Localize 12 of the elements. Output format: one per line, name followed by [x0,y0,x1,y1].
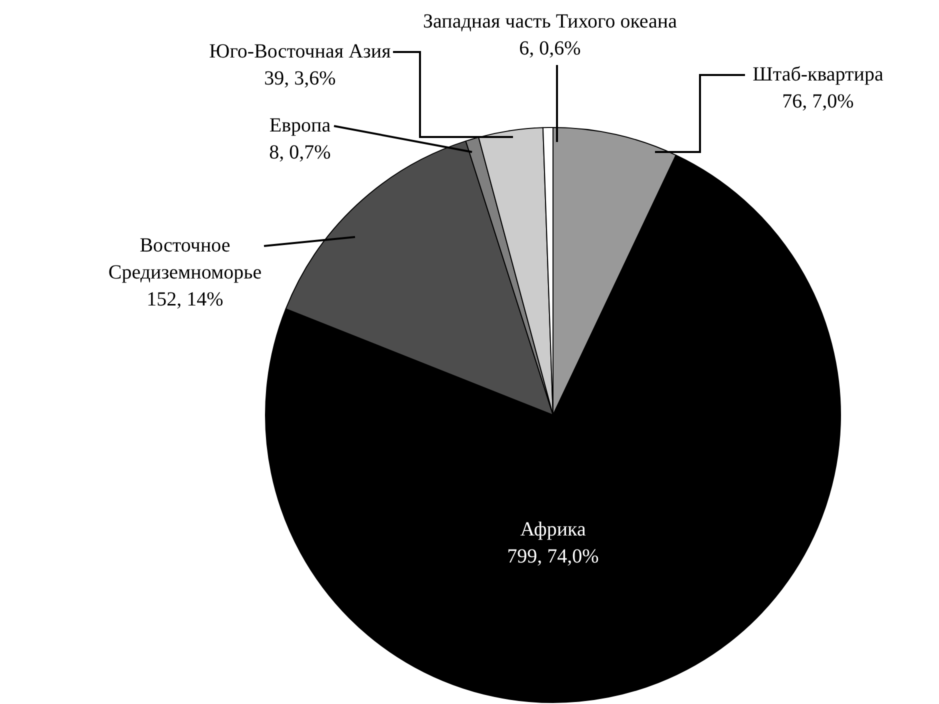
data-label: 39, 3,6% [264,67,336,90]
data-label: 152, 14% [146,288,224,310]
data-label: 76, 7,0% [782,90,854,112]
slice-label: Западная часть Тихого океана [422,10,678,32]
slice-label: Европа [269,114,331,136]
data-label: 6, 0,6% [519,37,581,60]
slice-label: Штаб-квартира [752,63,884,86]
slice-label: Восточное Средиземноморье [108,234,262,284]
slice-label: Юго-Восточная Азия [209,40,391,62]
data-label: 8, 0,7% [269,141,331,164]
slice-label: Африка [520,518,586,540]
data-label: 799, 74,0% [507,545,599,568]
